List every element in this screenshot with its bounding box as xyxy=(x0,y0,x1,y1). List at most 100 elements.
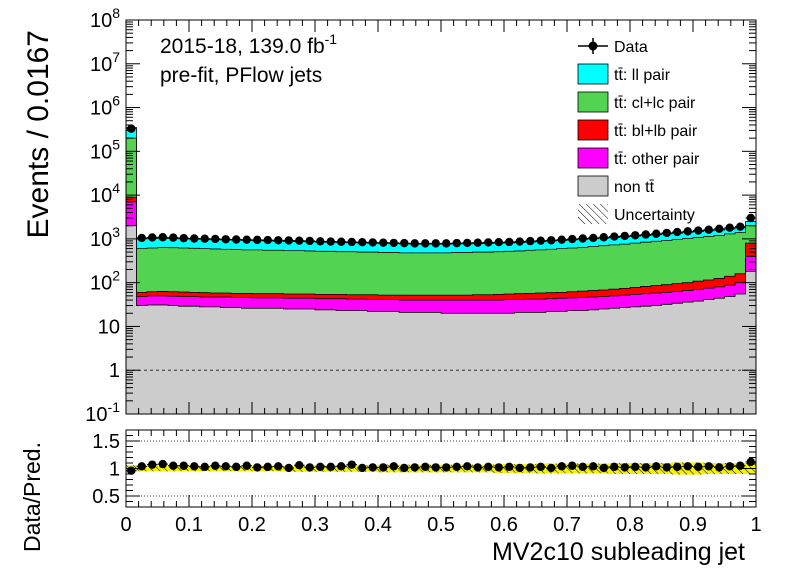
data-point xyxy=(410,239,419,248)
data-point xyxy=(253,235,262,245)
y-tick-exponent: 4 xyxy=(112,180,120,196)
data-point xyxy=(431,239,440,248)
data-point xyxy=(400,238,409,248)
x-tick-label: 0 xyxy=(120,514,131,536)
ratio-point xyxy=(379,463,388,472)
ratio-point xyxy=(368,463,377,472)
ratio-y-tick-label: 1 xyxy=(109,459,120,481)
ratio-point xyxy=(326,462,335,472)
ratio-point xyxy=(473,463,482,472)
x-tick-label: 0.3 xyxy=(301,514,329,536)
data-point xyxy=(127,124,136,133)
ratio-point xyxy=(736,461,745,470)
data-point xyxy=(452,238,461,248)
data-point xyxy=(547,236,556,245)
data-point xyxy=(673,227,682,237)
data-point xyxy=(347,237,356,247)
ratio-point xyxy=(263,462,272,472)
ratio-point xyxy=(179,461,188,470)
data-point xyxy=(316,237,325,246)
y-tick-label: 102 xyxy=(90,268,120,295)
ratio-point xyxy=(746,457,755,467)
x-tick-label: 0.8 xyxy=(616,514,644,536)
data-point xyxy=(358,238,367,247)
data-point xyxy=(610,232,619,241)
ratio-point xyxy=(494,463,503,472)
ratio-point xyxy=(305,463,314,472)
data-point xyxy=(190,234,199,243)
data-point xyxy=(389,238,398,248)
ratio-y-tick-label: 1.5 xyxy=(92,431,120,453)
legend-swatch-cl xyxy=(577,91,609,113)
legend-swatch-other xyxy=(577,147,609,169)
ratio-point xyxy=(694,462,703,472)
y-tick-mantissa: 10 xyxy=(90,10,112,32)
ratio-point xyxy=(631,462,640,472)
data-point xyxy=(421,239,430,248)
ratio-point xyxy=(725,462,734,471)
ratio-uncertainty-hatch xyxy=(157,465,168,472)
ratio-point xyxy=(158,459,167,469)
ratio-point xyxy=(389,462,398,471)
ratio-point xyxy=(683,462,692,471)
ratio-y-axis-label: Data/Pred. xyxy=(19,442,45,552)
data-points xyxy=(126,124,756,248)
data-point xyxy=(505,237,514,247)
legend-swatch-bl xyxy=(577,119,609,141)
x-tick-label: 0.9 xyxy=(679,514,707,536)
ratio-point xyxy=(421,462,430,472)
y-tick-label: 10-1 xyxy=(85,399,120,426)
ratio-point xyxy=(316,462,325,472)
legend-swatch-ll xyxy=(577,63,609,85)
ratio-point xyxy=(169,461,178,470)
ratio-point xyxy=(704,462,713,471)
ratio-point xyxy=(673,462,682,472)
data-point xyxy=(274,236,283,245)
y-tick-label: 105 xyxy=(90,136,120,163)
y-tick-label: 108 xyxy=(90,5,120,32)
data-point xyxy=(337,237,346,246)
x-axis-label: MV2c10 subleading jet xyxy=(492,538,745,566)
ratio-point xyxy=(284,463,293,473)
y-tick-exponent: 8 xyxy=(112,5,120,21)
y-tick-label: 104 xyxy=(90,180,120,207)
data-point xyxy=(305,236,314,246)
annotation-jets: pre-fit, PFlow jets xyxy=(160,64,322,87)
ratio-point xyxy=(610,462,619,472)
y-tick-label: 106 xyxy=(90,93,120,120)
data-point xyxy=(599,233,608,242)
ratio-point xyxy=(568,461,577,470)
ratio-point xyxy=(662,463,671,472)
annotation-luminosity: 2015-18, 139.0 fb-1 xyxy=(160,31,337,58)
data-point xyxy=(631,231,640,240)
ratio-point xyxy=(253,463,262,472)
y-tick-mantissa: 10 xyxy=(90,54,112,76)
data-point xyxy=(536,236,545,245)
y-tick-mantissa: 10 xyxy=(98,316,120,338)
data-point xyxy=(379,238,388,247)
ratio-point xyxy=(536,462,545,472)
x-tick-label: 0.6 xyxy=(490,514,518,536)
ratio-point xyxy=(295,461,304,470)
ratio-point xyxy=(337,462,346,471)
legend-marker xyxy=(588,41,598,51)
y-tick-label: 1 xyxy=(109,360,120,382)
ratio-point xyxy=(358,463,367,473)
data-point xyxy=(494,238,503,247)
ratio-point xyxy=(547,463,556,473)
data-point xyxy=(473,238,482,247)
ratio-point xyxy=(599,463,608,473)
data-point xyxy=(148,233,157,242)
data-point xyxy=(578,234,587,243)
data-point xyxy=(515,237,524,246)
legend-label-unc: Uncertainty xyxy=(614,207,695,224)
y-tick-label: 103 xyxy=(90,224,120,251)
data-point xyxy=(725,223,734,232)
ratio-point xyxy=(620,463,629,472)
data-point xyxy=(368,238,377,247)
stacked-histograms xyxy=(125,127,757,415)
legend-label-ll: tt̄: ll pair xyxy=(614,67,671,84)
ratio-point xyxy=(200,462,209,472)
ratio-point xyxy=(274,462,283,471)
